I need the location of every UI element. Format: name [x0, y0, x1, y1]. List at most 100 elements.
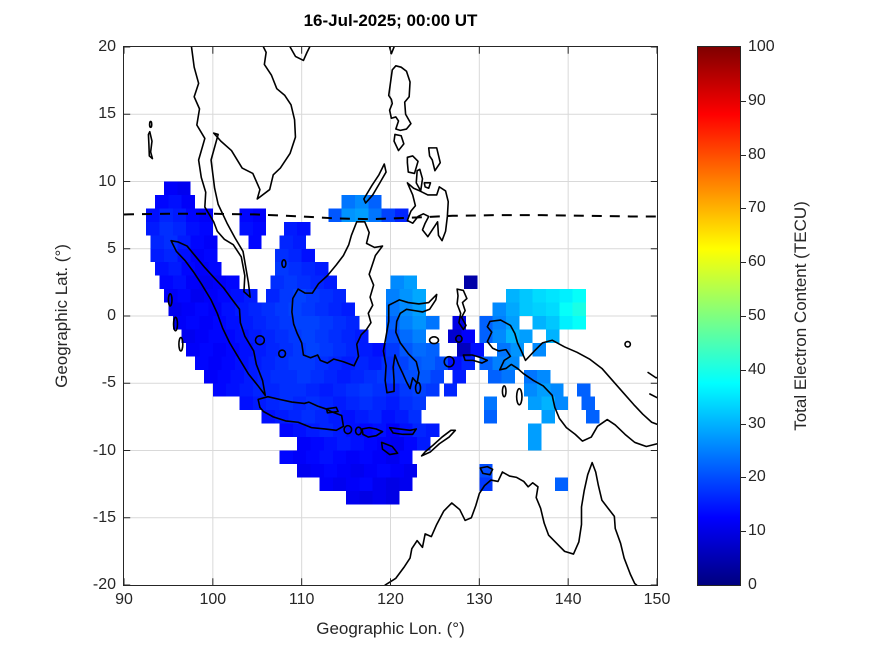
tec-cell [341, 208, 355, 222]
tec-cell [279, 235, 293, 249]
tec-cell [168, 194, 182, 209]
tec-cell [248, 329, 262, 343]
x-tick-label: 130 [465, 591, 493, 608]
tec-cell [372, 477, 387, 491]
coastline-new-britain [648, 372, 657, 377]
tec-cell [319, 423, 333, 438]
tec-cell [528, 396, 542, 411]
tec-cell [208, 329, 222, 343]
tec-cell [310, 275, 324, 290]
tec-cell [177, 181, 191, 195]
tec-cell [266, 289, 280, 303]
tec-cell [532, 316, 546, 330]
tec-cell [346, 450, 360, 464]
tec-cell [359, 450, 373, 464]
tec-cell [412, 316, 427, 330]
tec-cell [235, 302, 249, 316]
tec-cell [346, 396, 360, 411]
tec-cell [483, 410, 498, 424]
tec-cell [319, 450, 333, 464]
tec-cell [279, 342, 293, 357]
colorbar-gradient [698, 47, 740, 585]
tec-cell [479, 356, 493, 370]
island-outline [344, 426, 351, 434]
tec-cell [492, 356, 506, 370]
tec-cell [408, 356, 422, 370]
tec-cell [212, 316, 227, 330]
tec-cell [323, 275, 338, 290]
tec-cell [279, 316, 293, 330]
tec-cell [368, 410, 382, 424]
tec-cell [301, 410, 315, 424]
tec-cell [221, 356, 236, 370]
tec-cell [479, 316, 493, 330]
tec-cell [394, 356, 409, 370]
tec-cell [332, 289, 347, 303]
island-outline [282, 260, 286, 268]
x-axis-label: Geographic Lon. (°) [316, 619, 465, 638]
y-tick-label: 5 [107, 239, 116, 257]
tec-cell [386, 490, 400, 505]
tec-cell [155, 262, 169, 276]
tec-cell [177, 289, 191, 303]
tec-cell [275, 302, 289, 316]
tec-cell [217, 369, 231, 384]
tec-cell [275, 248, 289, 263]
tec-cell [341, 302, 355, 316]
tec-cell [519, 289, 533, 303]
tec-cell [452, 369, 467, 384]
tec-cell [354, 329, 369, 343]
tec-cell [226, 275, 240, 290]
tec-cell [328, 208, 342, 222]
tec-cell [310, 369, 324, 384]
colorbar-tick-mark [741, 316, 746, 317]
coastline-halmahera [457, 289, 467, 329]
tec-cell [394, 410, 409, 424]
tec-cell [341, 410, 355, 424]
tec-cell [239, 396, 253, 411]
coastline-samar-leyte [429, 148, 441, 171]
coastline-seram [463, 355, 487, 363]
tec-cell [319, 342, 333, 357]
tec-cell [283, 369, 298, 384]
tec-cell [545, 316, 560, 330]
tec-cell [412, 342, 427, 357]
tec-cell [328, 302, 342, 316]
tec-cell [195, 329, 209, 343]
tec-cell [359, 477, 373, 491]
tec-cell [292, 423, 307, 438]
tec-cell [323, 437, 338, 451]
tec-cell [195, 356, 209, 370]
coastline-madura [327, 407, 339, 412]
tec-cell [266, 316, 280, 330]
tec-cell [297, 437, 311, 451]
tec-cell [541, 396, 555, 411]
tec-cell [172, 208, 187, 222]
colorbar-tick-mark [741, 208, 746, 210]
tec-cell [319, 477, 333, 491]
tec-cell [377, 369, 391, 384]
tec-cell [532, 342, 546, 357]
tec-cell [199, 316, 213, 330]
tec-cell [297, 463, 311, 478]
y-tick-label: -10 [92, 441, 116, 459]
tec-cell [288, 262, 302, 276]
tec-cell [505, 289, 520, 303]
tec-cell [297, 275, 311, 290]
x-tick-label: 120 [377, 591, 404, 608]
tec-cell [559, 302, 573, 316]
tec-cell [505, 302, 520, 316]
tec-cell [359, 490, 373, 505]
tec-cell [537, 369, 551, 384]
tec-cell [270, 369, 284, 384]
tec-cell [212, 383, 227, 397]
tec-cell [554, 477, 569, 491]
island-outline [416, 383, 421, 394]
coastline-sulawesi [383, 294, 436, 392]
tec-cell [337, 369, 351, 384]
tec-cell [172, 275, 187, 290]
tec-cell [448, 329, 462, 343]
tec-cell [323, 463, 338, 478]
tec-cell [323, 369, 338, 384]
